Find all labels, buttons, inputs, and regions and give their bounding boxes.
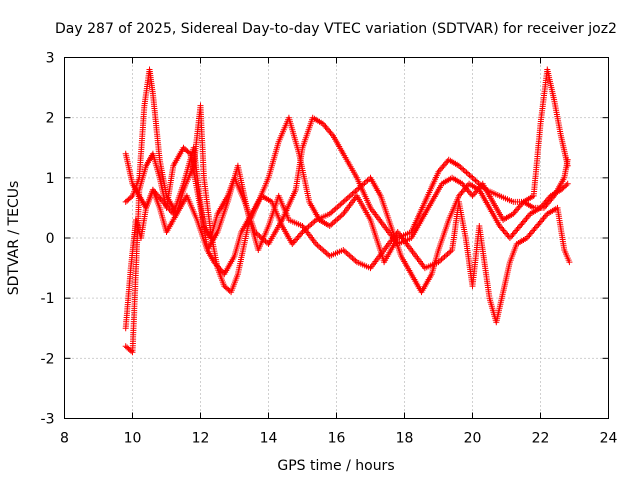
y-tick-label: 2 bbox=[46, 111, 55, 127]
x-tick-label: 22 bbox=[532, 431, 550, 447]
y-tick-label: -3 bbox=[41, 412, 55, 428]
y-axis-label: SDTVAR / TECUs bbox=[6, 181, 22, 296]
y-tick-label: 1 bbox=[46, 171, 55, 187]
x-tick-label: 24 bbox=[600, 431, 618, 447]
marker-layer bbox=[122, 66, 573, 356]
y-tick-label: -1 bbox=[41, 291, 55, 307]
series-track-c bbox=[122, 144, 571, 296]
data-point-markers bbox=[122, 162, 573, 332]
data-point-markers bbox=[122, 66, 571, 296]
x-tick-label: 14 bbox=[260, 431, 278, 447]
x-tick-label: 12 bbox=[192, 431, 210, 447]
x-tick-label: 8 bbox=[60, 431, 69, 447]
x-tick-label: 16 bbox=[328, 431, 346, 447]
y-tick-label: 3 bbox=[46, 51, 55, 67]
series-track-a bbox=[122, 66, 571, 296]
y-tick-label: 0 bbox=[46, 231, 55, 247]
x-tick-label: 20 bbox=[464, 431, 482, 447]
x-axis-label: GPS time / hours bbox=[277, 458, 394, 474]
x-tick-label: 18 bbox=[396, 431, 414, 447]
data-point-markers bbox=[122, 114, 571, 356]
data-point-markers bbox=[122, 144, 571, 296]
series-track-d bbox=[122, 162, 573, 332]
y-tick-label: -2 bbox=[41, 351, 55, 367]
x-tick-label: 10 bbox=[124, 431, 142, 447]
chart-title: Day 287 of 2025, Sidereal Day-to-day VTE… bbox=[55, 21, 617, 37]
series-track-b bbox=[122, 114, 571, 356]
